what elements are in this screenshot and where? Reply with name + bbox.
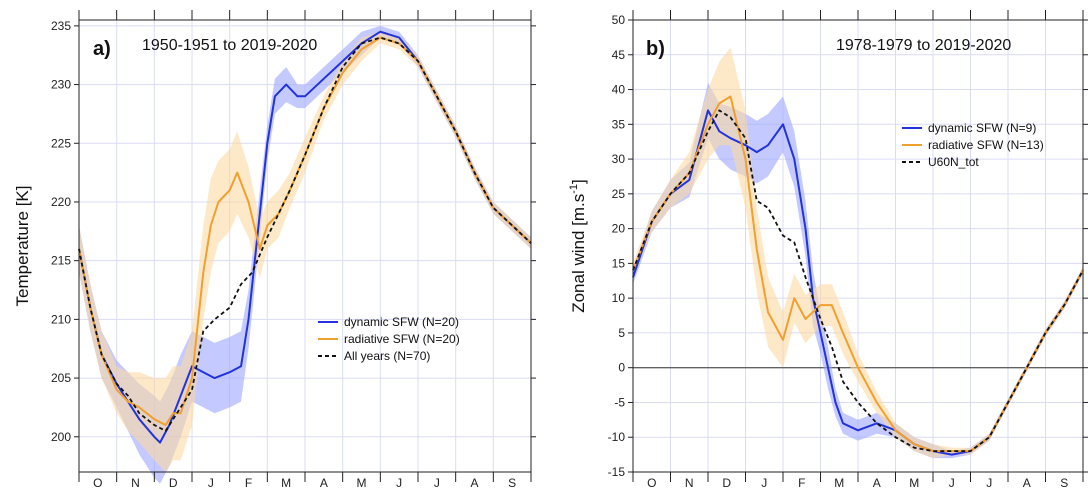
y-tick-label: 45	[612, 48, 626, 62]
y-tick-label: 225	[51, 136, 71, 150]
month-label: D	[722, 476, 731, 490]
month-label: A	[470, 476, 478, 490]
legend: dynamic SFW (N=9) radiative SFW (N=13) U60…	[902, 121, 1044, 169]
month-label: M	[834, 476, 844, 490]
month-label: M	[357, 476, 367, 490]
y-tick-label: 215	[51, 254, 71, 268]
legend-label-2: radiative SFW (N=20)	[344, 332, 460, 346]
y-tick-label: 50	[612, 13, 626, 27]
month-label: A	[873, 476, 881, 490]
y-tick-label: 200	[51, 430, 71, 444]
month-label: A	[320, 476, 328, 490]
month-label: J	[434, 476, 440, 490]
month-label: J	[761, 476, 767, 490]
month-label: F	[798, 476, 805, 490]
y-tick-label: 40	[612, 83, 626, 97]
y-tick-label: 35	[612, 117, 626, 131]
y-tick-label: -5	[614, 395, 625, 409]
y-axis-title: Temperature [K]	[13, 186, 32, 307]
month-label: O	[647, 476, 656, 490]
series-line-3	[78, 36, 532, 432]
legend-label-1: dynamic SFW (N=20)	[344, 315, 459, 329]
month-label: J	[949, 476, 955, 490]
month-label: N	[685, 476, 694, 490]
legend-label-3: U60N_tot	[928, 155, 979, 169]
y-tick-label: 10	[612, 291, 626, 305]
y-tick-label: 0	[618, 361, 625, 375]
series-band-2	[633, 47, 1083, 459]
month-label: O	[93, 476, 102, 490]
y-tick-label: 25	[612, 187, 626, 201]
legend-label-1: dynamic SFW (N=9)	[928, 121, 1036, 135]
y-tick-label: 5	[618, 326, 625, 340]
chart-panel-1: 200 205 210 215 220 225 230 235 O N D J F M A M J J A S Temp…	[13, 10, 536, 490]
y-tick-label: 15	[612, 256, 626, 270]
legend-label-2: radiative SFW (N=13)	[928, 138, 1044, 152]
month-label: J	[986, 476, 992, 490]
month-label: N	[131, 476, 140, 490]
y-tick-label: -15	[608, 465, 626, 479]
month-label: M	[909, 476, 919, 490]
month-label: J	[396, 476, 402, 490]
y-axis-title: Zonal wind [m.s-1]	[568, 179, 588, 313]
y-tick-label: 30	[612, 152, 626, 166]
month-label: J	[208, 476, 214, 490]
chart-panel-2: -15 -10 -5 0 5 10 15 20 25 30 35 40 45 50 O N D J F M A M J J A S…	[568, 10, 1088, 490]
series-band-2	[79, 31, 531, 472]
y-tick-label: 220	[51, 195, 71, 209]
series-line-3	[632, 109, 1084, 452]
panel-label: a)	[93, 38, 111, 60]
y-tick-label: 210	[51, 312, 71, 326]
legend: dynamic SFW (N=20) radiative SFW (N=20) Al…	[318, 315, 460, 363]
month-label: M	[281, 476, 291, 490]
chart-title: 1950-1951 to 2019-2020	[142, 37, 317, 54]
y-tick-label: -10	[608, 430, 626, 444]
panel-label: b)	[646, 38, 665, 60]
month-label: S	[1060, 476, 1068, 490]
y-tick-label: 20	[612, 222, 626, 236]
chart-title: 1978-1979 to 2019-2020	[836, 37, 1011, 54]
legend-label-3: All years (N=70)	[344, 349, 430, 363]
month-label: F	[245, 476, 252, 490]
y-tick-label: 230	[51, 78, 71, 92]
month-label: D	[169, 476, 178, 490]
y-tick-label: 205	[51, 371, 71, 385]
y-tick-label: 235	[51, 19, 71, 33]
month-label: S	[508, 476, 516, 490]
month-label: A	[1023, 476, 1031, 490]
